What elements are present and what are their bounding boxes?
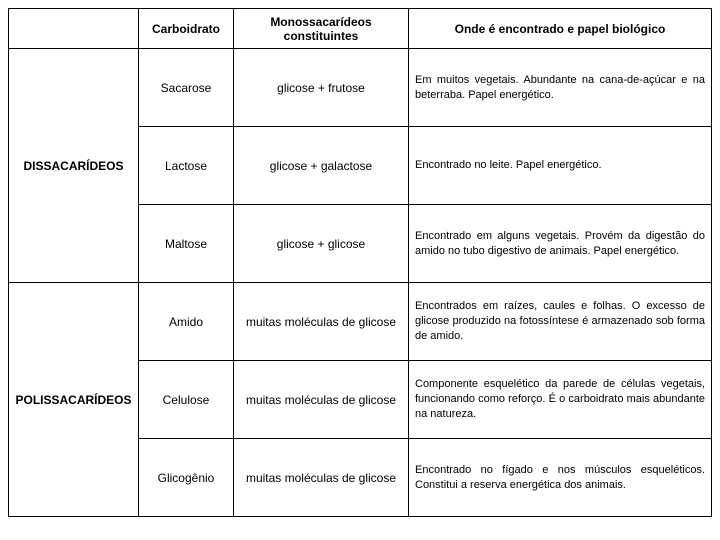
cell-mono: glicose + frutose (234, 49, 409, 127)
carbohydrates-table: Carboidrato Monossacarídeos constituinte… (8, 8, 712, 517)
cell-desc: Encontrado em alguns vegetais. Provém da… (409, 205, 712, 283)
cell-mono: muitas moléculas de glicose (234, 283, 409, 361)
cell-carb: Celulose (139, 361, 234, 439)
cell-desc: Em muitos vegetais. Abundante na cana-de… (409, 49, 712, 127)
cell-mono: glicose + glicose (234, 205, 409, 283)
cell-mono: muitas moléculas de glicose (234, 439, 409, 517)
cell-mono: muitas moléculas de glicose (234, 361, 409, 439)
cell-desc: Encontrado no leite. Papel energético. (409, 127, 712, 205)
cell-carb: Glicogênio (139, 439, 234, 517)
header-row: Carboidrato Monossacarídeos constituinte… (9, 9, 712, 49)
group-label: POLISSACARÍDEOS (9, 283, 139, 517)
table-row: POLISSACARÍDEOS Amido muitas moléculas d… (9, 283, 712, 361)
header-onde: Onde é encontrado e papel biológico (409, 9, 712, 49)
header-carboidrato: Carboidrato (139, 9, 234, 49)
cell-carb: Amido (139, 283, 234, 361)
cell-desc: Componente esquelético da parede de célu… (409, 361, 712, 439)
cell-desc: Encontrados em raízes, caules e folhas. … (409, 283, 712, 361)
cell-desc: Encontrado no fígado e nos músculos esqu… (409, 439, 712, 517)
cell-carb: Maltose (139, 205, 234, 283)
cell-carb: Lactose (139, 127, 234, 205)
cell-mono: glicose + galactose (234, 127, 409, 205)
cell-carb: Sacarose (139, 49, 234, 127)
header-monossacarideos: Monossacarídeos constituintes (234, 9, 409, 49)
table-row: DISSACARÍDEOS Sacarose glicose + frutose… (9, 49, 712, 127)
header-blank (9, 9, 139, 49)
group-label: DISSACARÍDEOS (9, 49, 139, 283)
